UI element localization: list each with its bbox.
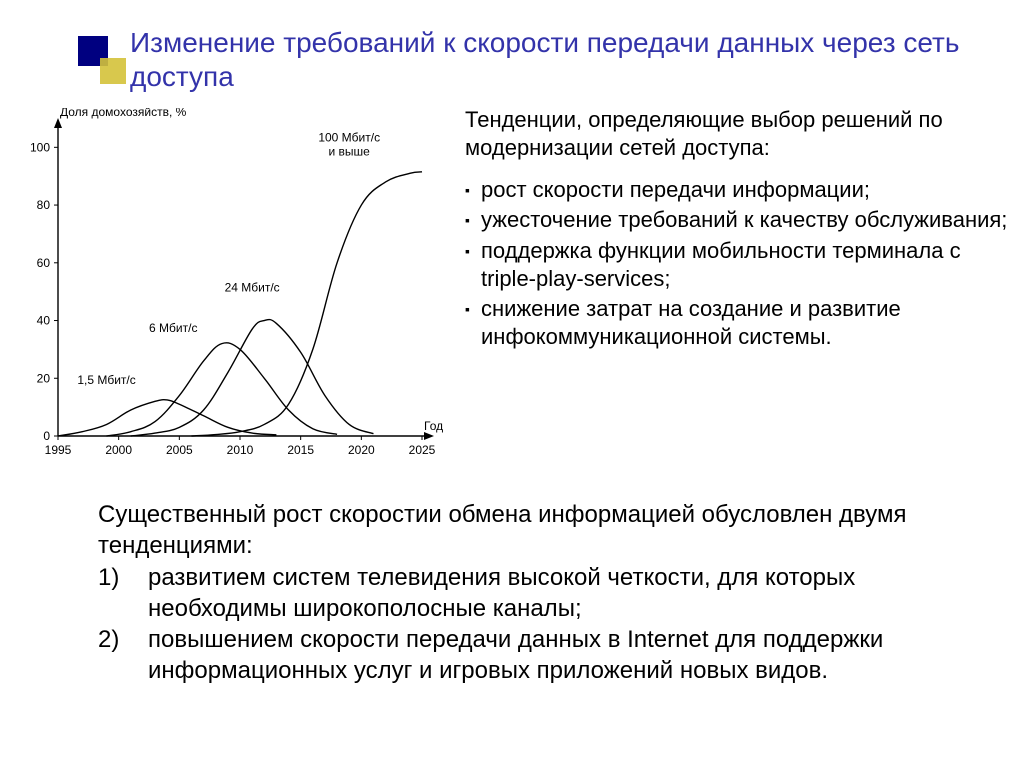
svg-text:20: 20 bbox=[37, 371, 51, 385]
svg-text:2005: 2005 bbox=[166, 443, 193, 457]
numbered-item-body: развитием систем телевидения высокой чет… bbox=[148, 563, 998, 624]
bottom-intro: Существенный рост скоростии обмена инфор… bbox=[98, 500, 998, 561]
speed-chart: 0 20 40 60 80 100 1995 2000 2005 2010 2015 2020 2025… bbox=[10, 108, 450, 468]
deco-square-yellow bbox=[100, 58, 126, 84]
numbered-item: 1) развитием систем телевидения высокой … bbox=[98, 563, 998, 624]
trends-list-item: поддержка функции мобильности терминала … bbox=[465, 237, 1010, 293]
trends-intro: Тенденции, определяющие выбор решений по… bbox=[465, 106, 1010, 162]
trends-list: рост скорости передачи информации; ужест… bbox=[465, 176, 1010, 351]
svg-text:24 Мбит/с: 24 Мбит/с bbox=[225, 280, 280, 294]
svg-text:80: 80 bbox=[37, 198, 51, 212]
svg-text:2015: 2015 bbox=[287, 443, 314, 457]
svg-text:1,5 Мбит/с: 1,5 Мбит/с bbox=[77, 373, 135, 387]
svg-text:и выше: и выше bbox=[329, 144, 371, 158]
numbered-item-body: повышением скорости передачи данных в In… bbox=[148, 625, 998, 686]
svg-text:60: 60 bbox=[37, 256, 51, 270]
svg-text:1995: 1995 bbox=[45, 443, 72, 457]
svg-text:40: 40 bbox=[37, 314, 51, 328]
numbered-item-num: 2) bbox=[98, 625, 148, 686]
trends-list-item: ужесточение требований к качеству обслуж… bbox=[465, 206, 1010, 234]
trends-list-item: рост скорости передачи информации; bbox=[465, 176, 1010, 204]
svg-text:100 Мбит/с: 100 Мбит/с bbox=[318, 130, 380, 144]
svg-text:2020: 2020 bbox=[348, 443, 375, 457]
numbered-item-num: 1) bbox=[98, 563, 148, 624]
svg-text:Доля домохозяйств, %: Доля домохозяйств, % bbox=[60, 108, 187, 119]
svg-text:6 Мбит/с: 6 Мбит/с bbox=[149, 321, 197, 335]
bottom-paragraph: Существенный рост скоростии обмена инфор… bbox=[98, 500, 998, 686]
trends-text: Тенденции, определяющие выбор решений по… bbox=[465, 106, 1010, 353]
trends-list-item: снижение затрат на создание и развитие и… bbox=[465, 295, 1010, 351]
svg-text:100: 100 bbox=[30, 140, 50, 154]
svg-text:2000: 2000 bbox=[105, 443, 132, 457]
svg-text:Год: Год bbox=[424, 419, 443, 433]
svg-text:2025: 2025 bbox=[409, 443, 436, 457]
svg-text:2010: 2010 bbox=[227, 443, 254, 457]
svg-text:0: 0 bbox=[43, 429, 50, 443]
numbered-item: 2) повышением скорости передачи данных в… bbox=[98, 625, 998, 686]
slide-title: Изменение требований к скорости передачи… bbox=[130, 26, 990, 93]
